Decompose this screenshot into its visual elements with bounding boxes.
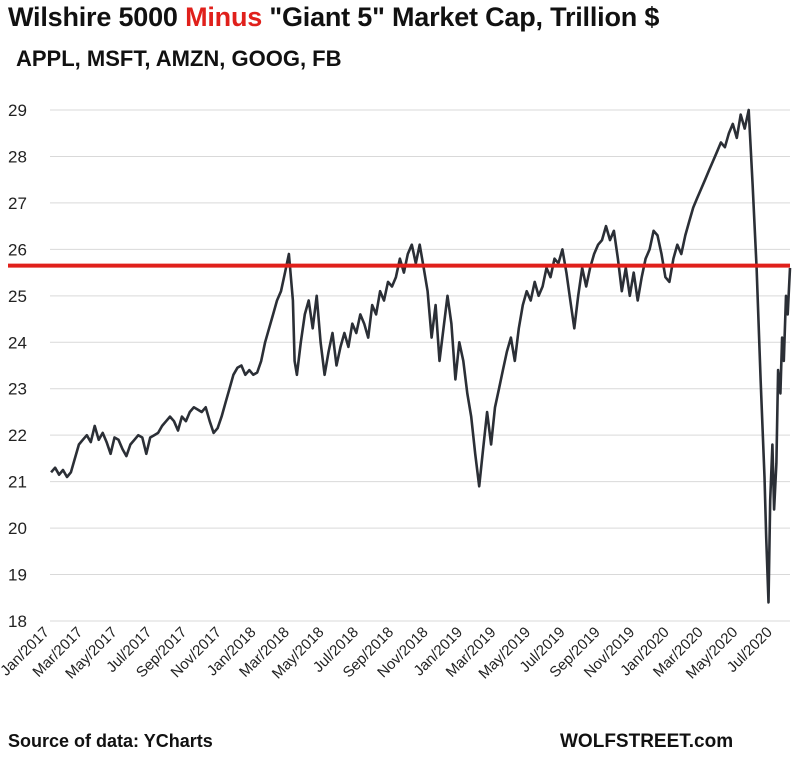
y-tick-label: 21 (8, 473, 27, 492)
title-highlight: Minus (185, 2, 263, 32)
series-line (50, 108, 792, 604)
y-tick-label: 25 (8, 287, 27, 306)
y-tick-label: 20 (8, 519, 27, 538)
chart-title: Wilshire 5000 Minus "Giant 5" Market Cap… (8, 2, 659, 33)
brand-logo: WOLFSTREET.com (560, 731, 734, 752)
y-tick-label: 27 (8, 194, 27, 213)
y-tick-label: 18 (8, 612, 27, 631)
y-tick-label: 23 (8, 380, 27, 399)
chart-subtitle: APPL, MSFT, AMZN, GOOG, FB (16, 46, 342, 71)
y-tick-label: 19 (8, 566, 27, 585)
gridlines (50, 109, 790, 622)
y-tick-label: 22 (8, 426, 27, 445)
y-axis: 18 19 20 21 22 23 24 25 26 27 28 29 (8, 101, 27, 631)
title-part1: Wilshire 5000 (8, 2, 186, 32)
y-tick-label: 29 (8, 101, 27, 120)
title-part2: "Giant 5" Market Cap, Trillion $ (262, 2, 660, 32)
y-tick-label: 26 (8, 240, 27, 259)
source-note: Source of data: YCharts (8, 731, 213, 751)
y-tick-label: 24 (8, 333, 27, 352)
y-tick-label: 28 (8, 147, 27, 166)
x-axis: Jan/2017Mar/2017May/2017Jul/2017Sep/2017… (0, 624, 776, 683)
line-chart: 18 19 20 21 22 23 24 25 26 27 28 29 Jan/2017Mar/201… (0, 101, 792, 683)
